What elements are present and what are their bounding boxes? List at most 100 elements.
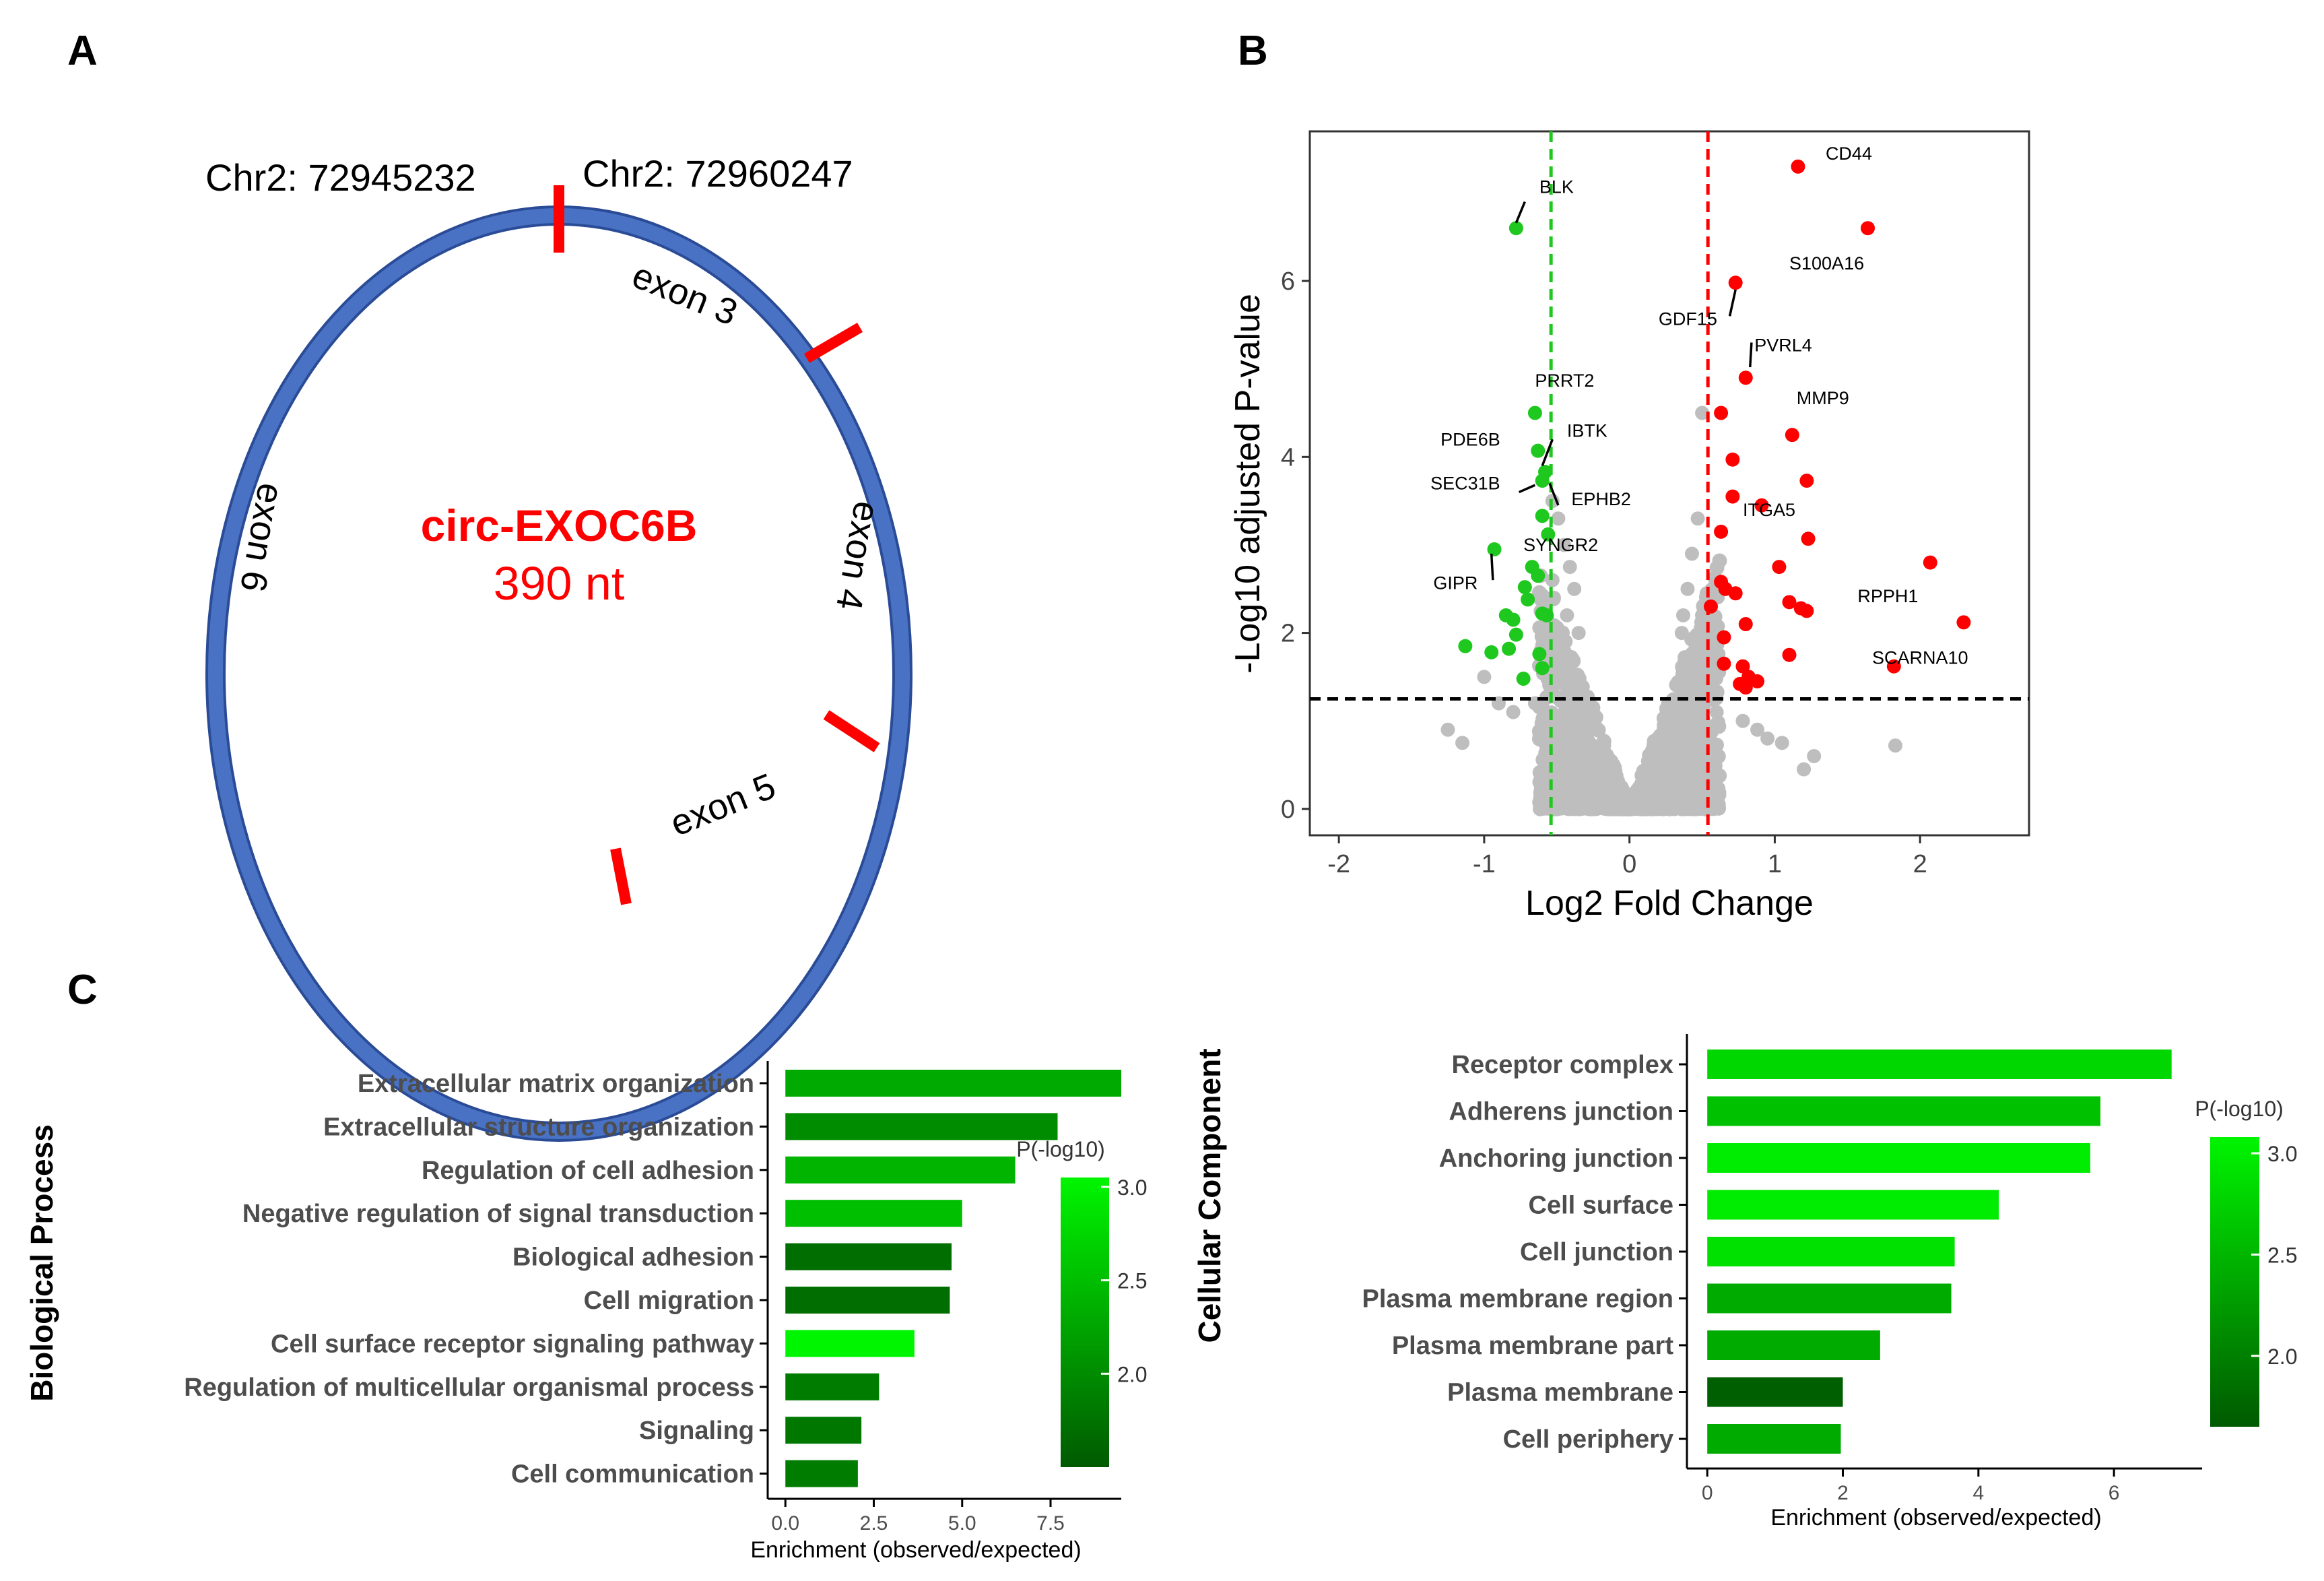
volcano-point-down xyxy=(1531,443,1546,458)
cc-bar xyxy=(1707,1424,1841,1454)
volcano-point-up xyxy=(1754,498,1769,513)
cc-term-label: Adherens junction xyxy=(1449,1098,1673,1126)
volcano-point-ns xyxy=(1888,738,1903,753)
volcano-point-down xyxy=(1517,580,1532,595)
bp-term-label: Regulation of cell adhesion xyxy=(422,1157,754,1185)
volcano-x-tick-label: 2 xyxy=(1913,850,1927,878)
cc-bar xyxy=(1707,1283,1952,1314)
circrna-name: circ-EXOC6B xyxy=(421,501,698,550)
volcano-point-ns xyxy=(1711,715,1726,730)
volcano-point-down xyxy=(1508,221,1523,236)
bp-bar xyxy=(785,1070,1121,1097)
cc-x-axis-title: Enrichment (observed/expected) xyxy=(1770,1505,2101,1530)
cc-legend-title: P(-log10) xyxy=(2195,1097,2284,1121)
volcano-point-ns xyxy=(1571,626,1586,641)
bp-term-label: Cell surface receptor signaling pathway xyxy=(271,1330,754,1358)
volcano-x-tick-label: -1 xyxy=(1473,850,1496,878)
volcano-point-ns xyxy=(1703,800,1719,816)
volcano-x-tick-label: 1 xyxy=(1768,850,1782,878)
cc-bar xyxy=(1707,1050,2172,1079)
volcano-label-connector xyxy=(1515,201,1526,224)
volcano-gene-label: IBTK xyxy=(1567,420,1607,441)
volcano-point-ns xyxy=(1597,790,1612,806)
volcano-point-ns xyxy=(1678,703,1694,718)
volcano-point-up xyxy=(1782,595,1797,610)
bp-side-title: Biological Process xyxy=(24,1124,59,1402)
cc-term-label: Cell junction xyxy=(1520,1238,1673,1266)
volcano-point-ns xyxy=(1702,688,1718,703)
volcano-label-connector xyxy=(1548,482,1560,506)
volcano-point-ns xyxy=(1690,511,1705,526)
circrna-length: 390 nt xyxy=(494,557,625,610)
circrna-ring-fill xyxy=(208,208,910,1139)
volcano-point-ns xyxy=(1440,722,1455,737)
volcano-gene-label: BLK xyxy=(1539,176,1574,197)
volcano-point-ns xyxy=(1568,773,1583,788)
volcano-point-up xyxy=(1725,452,1740,467)
cc-term-label: Cell surface xyxy=(1529,1192,1673,1220)
chr-end-label: Chr2: 72960247 xyxy=(583,152,853,195)
volcano-point-up xyxy=(1886,659,1901,674)
volcano-point-ns xyxy=(1677,773,1692,788)
volcano-gene-label: PRRT2 xyxy=(1535,370,1594,391)
bp-term-label: Cell communication xyxy=(511,1460,754,1489)
volcano-point-ns xyxy=(1554,647,1569,663)
volcano-point-down xyxy=(1516,671,1531,686)
volcano-point-ns xyxy=(1549,750,1564,766)
volcano-point-down xyxy=(1535,661,1550,676)
volcano-point-down xyxy=(1506,612,1521,627)
cc-x-tick-label: 4 xyxy=(1972,1482,1984,1504)
chr-start-label: Chr2: 72945232 xyxy=(205,156,476,199)
bp-term-label: Signaling xyxy=(639,1417,754,1445)
volcano-point-ns xyxy=(1564,728,1580,743)
volcano-point-ns xyxy=(1678,744,1693,760)
volcano-point-ns xyxy=(1709,705,1724,719)
bp-bar xyxy=(785,1417,862,1444)
panel-letter-b: B xyxy=(1238,28,1268,74)
bp-bar xyxy=(785,1460,858,1487)
bp-term-label: Cell migration xyxy=(584,1287,754,1315)
volcano-point-up xyxy=(1738,617,1753,631)
volcano-point-ns xyxy=(1572,742,1588,758)
volcano-point-ns xyxy=(1562,715,1578,731)
volcano-gene-label: RPPH1 xyxy=(1857,586,1918,606)
volcano-point-ns xyxy=(1675,659,1690,674)
volcano-gene-label: MMP9 xyxy=(1797,388,1849,408)
volcano-point-ns xyxy=(1703,652,1718,667)
volcano-point-up xyxy=(1735,659,1750,674)
volcano-point-ns xyxy=(1663,705,1679,720)
volcano-point-ns xyxy=(1675,733,1690,748)
volcano-point-ns xyxy=(1680,756,1695,772)
volcano-point-up xyxy=(1738,370,1753,385)
bp-bar xyxy=(785,1373,879,1400)
cc-legend-colorbar xyxy=(2210,1137,2259,1427)
volcano-axis-ticks: -2 -1 0 1 2 0 2 4 6 xyxy=(1281,267,1927,878)
volcano-point-ns xyxy=(1708,785,1723,801)
bp-bar xyxy=(785,1156,1016,1184)
cc-term-label: Plasma membrane part xyxy=(1392,1332,1674,1360)
volcano-point-up xyxy=(1772,560,1787,575)
volcano-point-down xyxy=(1521,592,1535,607)
volcano-point-ns xyxy=(1535,588,1550,604)
volcano-point-ns xyxy=(1584,797,1599,812)
volcano-point-ns xyxy=(1506,705,1521,719)
bp-bar xyxy=(785,1287,950,1314)
volcano-point-up xyxy=(1703,599,1718,614)
bp-term-label: Extracellular matrix organization xyxy=(358,1070,754,1098)
volcano-point-ns xyxy=(1695,608,1710,622)
volcano-point-ns xyxy=(1551,511,1566,526)
volcano-point-up xyxy=(1799,474,1814,488)
cc-term-label: Receptor complex xyxy=(1452,1051,1673,1079)
volcano-point-up xyxy=(1785,428,1799,443)
volcano-point-ns xyxy=(1665,720,1680,736)
volcano-point-ns xyxy=(1684,546,1699,561)
volcano-point-up xyxy=(1725,489,1740,504)
volcano-point-ns xyxy=(1582,763,1597,778)
panel-letter-a: A xyxy=(67,28,98,74)
volcano-gene-labels: CD44 BLK S100A16 GDF15 PVRL4 PRRT2 MMP9 IBTK PDE… xyxy=(1430,143,1968,668)
volcano-label-connector xyxy=(1728,289,1737,317)
volcano-point-down xyxy=(1531,569,1546,583)
volcano-point-ns xyxy=(1642,748,1657,763)
volcano-point-ns xyxy=(1651,767,1666,783)
volcano-point-ns xyxy=(1807,748,1822,763)
